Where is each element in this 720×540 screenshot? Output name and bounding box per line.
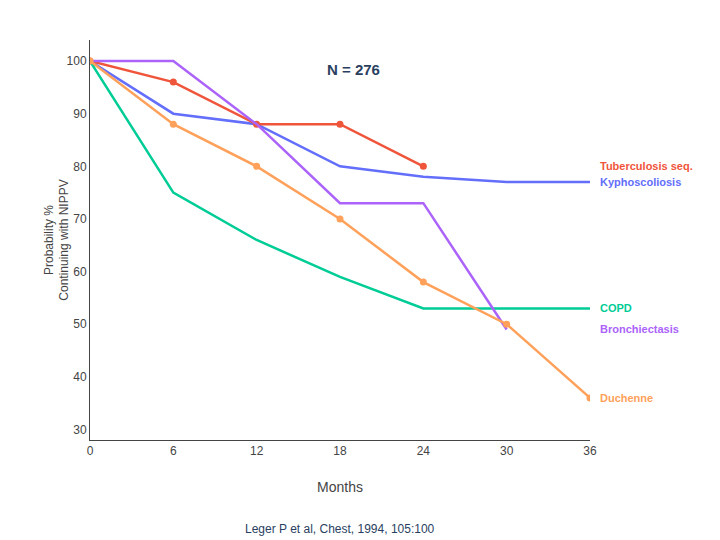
svg-text:80: 80 [73, 160, 87, 174]
svg-text:100: 100 [67, 54, 87, 68]
svg-text:30: 30 [73, 423, 87, 437]
svg-text:30: 30 [500, 444, 514, 458]
svg-text:50: 50 [73, 317, 87, 331]
svg-text:COPD: COPD [600, 302, 632, 314]
svg-text:Probability %Continuing with N: Probability %Continuing with NIPPV [42, 179, 72, 300]
svg-text:60: 60 [73, 265, 87, 279]
svg-text:Duchenne: Duchenne [600, 392, 653, 404]
svg-text:90: 90 [73, 107, 87, 121]
svg-text:Leger P et al, Chest, 1994, 10: Leger P et al, Chest, 1994, 105:100 [245, 522, 435, 536]
svg-text:Bronchiectasis: Bronchiectasis [600, 323, 679, 335]
svg-text:6: 6 [170, 444, 177, 458]
svg-text:0: 0 [87, 444, 94, 458]
svg-text:Kyphoscoliosis: Kyphoscoliosis [600, 176, 681, 188]
svg-text:24: 24 [417, 444, 431, 458]
svg-text:40: 40 [73, 370, 87, 384]
svg-text:N = 276: N = 276 [327, 61, 380, 78]
svg-text:36: 36 [583, 444, 597, 458]
svg-text:Months: Months [317, 479, 363, 495]
svg-text:70: 70 [73, 212, 87, 226]
svg-text:Tuberculosis seq.: Tuberculosis seq. [600, 160, 693, 172]
svg-text:18: 18 [333, 444, 347, 458]
svg-text:12: 12 [250, 444, 264, 458]
